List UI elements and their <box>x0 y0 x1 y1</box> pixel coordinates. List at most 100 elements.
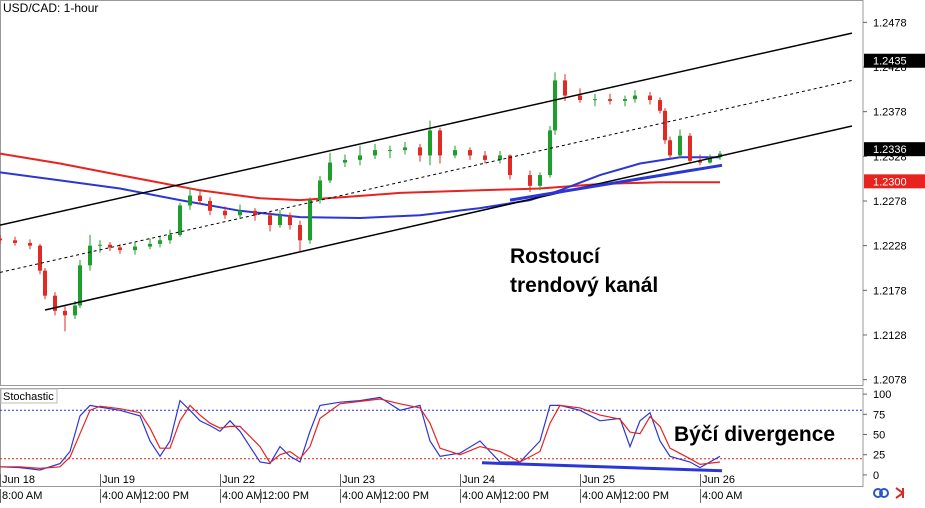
candle-body <box>403 147 407 151</box>
y-tick-label: 1.2278 <box>873 196 907 208</box>
annotation: Býčí divergence <box>674 423 835 446</box>
y-tick-label: 1.2228 <box>873 241 907 253</box>
candle-body <box>118 247 122 251</box>
candle-body <box>38 245 42 271</box>
candle-body <box>358 155 362 160</box>
x-tick-label: 12:00 PM <box>382 490 429 502</box>
candle-body <box>253 210 257 216</box>
stochastic-panel <box>0 388 864 487</box>
trend-line <box>44 125 853 311</box>
x-tick-label: 4:00 AM <box>102 490 142 502</box>
candle-body <box>188 195 192 206</box>
price-tag <box>864 53 925 68</box>
chart-title: USD/CAD: 1-hour <box>3 1 98 15</box>
candle-body <box>498 155 502 160</box>
candle-body <box>708 157 712 163</box>
candle-body <box>428 130 432 156</box>
x-tick-label: Jun 19 <box>102 474 135 486</box>
candle-body <box>308 200 312 241</box>
candle-body <box>678 135 682 156</box>
candle-body <box>538 175 542 186</box>
x-tick-label: 4:00 AM <box>222 490 262 502</box>
candle-body <box>88 245 92 266</box>
price-tag-label: 1.2336 <box>873 144 907 156</box>
candle-body <box>298 225 302 241</box>
trend-line <box>509 163 723 202</box>
candle-body <box>658 100 662 111</box>
candle-body <box>553 80 557 131</box>
candle-body <box>633 95 637 100</box>
candle-body <box>453 150 457 156</box>
candle-body <box>548 130 552 176</box>
candle-body <box>98 244 102 246</box>
candle-body <box>318 180 322 201</box>
stochastic-line <box>0 396 721 471</box>
candle-body <box>648 95 652 101</box>
trend-line <box>0 32 853 226</box>
y-tick-label: 100 <box>873 389 891 401</box>
annotation: trendový kanál <box>510 274 658 297</box>
price-tag <box>864 142 925 157</box>
y-tick-label: 1.2178 <box>873 285 907 297</box>
candle-body <box>388 150 392 152</box>
stochastic-title-box <box>0 388 58 404</box>
link-icon[interactable] <box>873 488 883 498</box>
stochastic-title: Stochastic <box>3 391 54 403</box>
candle-body <box>578 95 582 101</box>
candle-body <box>343 159 347 163</box>
candle-body <box>198 195 202 201</box>
x-tick-label: Jun 24 <box>462 474 495 486</box>
candle-body <box>168 234 172 241</box>
stochastic-line <box>0 398 721 470</box>
candle-body <box>508 155 512 176</box>
candle-body <box>78 265 82 306</box>
y-tick-label: 0 <box>873 470 879 482</box>
y-tick-label: 25 <box>873 450 885 462</box>
candle-body <box>468 150 472 156</box>
price-tag <box>864 174 925 189</box>
x-tick-label: 4:00 AM <box>702 490 742 502</box>
x-tick-label: Jun 22 <box>222 474 255 486</box>
candle-body <box>268 215 272 226</box>
x-tick-label: Jun 25 <box>582 474 615 486</box>
candle-body <box>63 310 67 316</box>
candle-body <box>158 240 162 244</box>
candle-body <box>483 155 487 160</box>
link-icon[interactable] <box>879 488 889 498</box>
candle-body <box>278 215 282 226</box>
y-tick-label: 1.2078 <box>873 375 907 387</box>
y-tick-label: 1.2128 <box>873 330 907 342</box>
trend-line <box>0 79 853 273</box>
title-box <box>1 1 97 16</box>
x-tick-label: Jun 23 <box>342 474 375 486</box>
candle-body <box>288 215 292 226</box>
x-tick-label: 12:00 PM <box>262 490 309 502</box>
scroll-end-icon[interactable] <box>895 487 905 499</box>
x-tick-label: 12:00 PM <box>502 490 549 502</box>
candle-body <box>238 210 242 216</box>
candle-body <box>108 244 112 248</box>
candle-body <box>418 147 422 156</box>
candle-body <box>608 99 612 101</box>
candle-body <box>73 305 77 316</box>
candle-body <box>698 160 702 163</box>
candle-body <box>0 238 2 241</box>
toolbar-icons[interactable] <box>873 487 905 499</box>
candle-body <box>133 246 137 251</box>
y-tick-label: 1.2378 <box>873 107 907 119</box>
candle-body <box>528 175 532 186</box>
y-tick-label: 50 <box>873 430 885 442</box>
candle-body <box>328 162 332 181</box>
candle-body <box>53 295 57 311</box>
annotation: Rostoucí <box>510 245 601 268</box>
price-panel <box>0 0 864 386</box>
candle-body <box>663 110 667 141</box>
candle-body <box>208 200 212 211</box>
price-tag-label: 1.2300 <box>873 176 907 188</box>
x-tick-label: 4:00 AM <box>462 490 502 502</box>
candle-body <box>593 99 597 101</box>
candle-body <box>13 240 17 243</box>
x-tick-label: Jun 18 <box>2 474 35 486</box>
